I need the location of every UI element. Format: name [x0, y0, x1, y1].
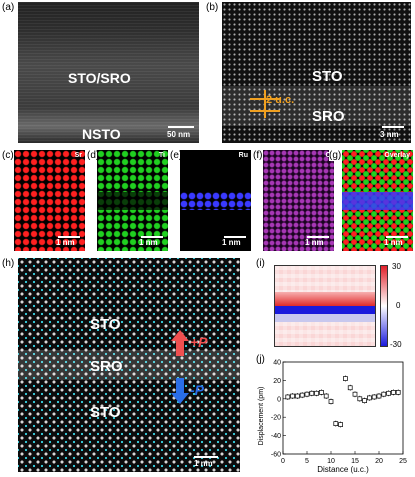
data-point	[285, 394, 291, 400]
up-arrow-icon	[171, 330, 189, 356]
panel-h-scale-text: 1 nm	[194, 459, 213, 468]
data-point	[386, 390, 391, 396]
panel-label-i: (i)	[256, 258, 265, 269]
panel-h-label-sto-top: STO	[90, 316, 121, 333]
data-point	[304, 391, 310, 397]
data-point	[319, 390, 324, 395]
panel-a-label-sto-sro: STO/SRO	[68, 70, 131, 86]
data-point	[290, 393, 295, 399]
y-tick-label: -20	[271, 415, 281, 422]
panel-d-ti-map: Ti 1 nm	[97, 150, 168, 251]
map-title-overlay: Overlay	[384, 152, 410, 159]
data-point	[381, 391, 387, 397]
panel-d-scale-text: 1 nm	[139, 238, 158, 247]
y-tick-label: 0	[277, 396, 281, 403]
data-point	[371, 394, 377, 400]
chart-frame	[282, 361, 404, 455]
data-point	[295, 393, 300, 399]
x-tick-label: 15	[351, 458, 359, 465]
data-point	[309, 390, 315, 396]
panel-label-a: (a)	[2, 2, 15, 13]
panel-b-label-sto: STO	[312, 68, 343, 85]
panel-label-h: (h)	[2, 258, 15, 269]
panel-label-b: (b)	[206, 2, 219, 13]
map-title-ru: Ru	[238, 152, 248, 159]
x-tick-label: 25	[399, 458, 407, 465]
data-point	[338, 422, 343, 427]
panel-a-scale-text: 50 nm	[167, 130, 191, 139]
panel-i-heatmap	[274, 265, 376, 347]
panel-i-colorbar	[380, 265, 388, 347]
data-point	[357, 396, 363, 402]
panel-a-label-nsto: NSTO	[82, 126, 121, 142]
data-point	[314, 390, 319, 396]
y-tick-label: -60	[271, 452, 281, 459]
panel-h-label-sto-bottom: STO	[90, 404, 121, 421]
data-point	[367, 395, 372, 401]
panel-h-stem-image: STO SRO STO +P -P 1 nm	[18, 258, 240, 472]
panel-label-d: (d)	[87, 150, 100, 161]
down-arrow-icon	[171, 378, 189, 404]
data-point	[323, 393, 329, 399]
panel-h-label-sro: SRO	[90, 358, 123, 375]
panel-f-scale-text: 1 nm	[305, 238, 324, 247]
panel-h-scalebar	[194, 456, 218, 458]
panel-label-c: (c)	[2, 150, 14, 161]
panel-d-scalebar	[141, 236, 163, 238]
panel-e-ru-map: Ru 1 nm	[180, 150, 251, 251]
panel-h-minus-p: -P	[190, 382, 204, 398]
data-point	[347, 385, 353, 391]
x-tick-label: 0	[281, 458, 285, 465]
data-point	[343, 376, 348, 381]
data-point	[395, 390, 401, 395]
panel-e-scalebar	[224, 236, 246, 238]
panel-b-uc-marker	[250, 90, 280, 118]
x-tick-label: 5	[305, 458, 309, 465]
panel-g-overlay-map: Overlay 1 nm	[342, 150, 413, 251]
map-title-o: O	[326, 152, 331, 159]
colorbar-mid: 0	[396, 301, 401, 310]
panel-b-label-sro: SRO	[312, 108, 345, 125]
data-point	[376, 393, 382, 399]
panel-c-scale-text: 1 nm	[56, 238, 75, 247]
panel-c-sr-map: Sr 1 nm	[14, 150, 85, 251]
data-point	[391, 390, 396, 395]
panel-b-uc-label: 2 u.c.	[266, 94, 295, 106]
panel-b-stem-image: STO SRO 2 u.c. 3 nm	[222, 2, 411, 143]
panel-label-j: (j)	[256, 354, 265, 365]
y-tick-label: 20	[273, 378, 281, 385]
panel-label-f: (f)	[253, 150, 263, 161]
panel-a-scalebar	[168, 126, 194, 128]
data-point	[352, 391, 358, 397]
data-point	[362, 398, 367, 403]
panel-g-scalebar	[386, 236, 408, 238]
panel-f-o-map: O 1 nm	[263, 150, 334, 251]
map-title-sr: Sr	[74, 152, 82, 159]
panel-b-scalebar	[382, 126, 404, 128]
data-point	[328, 399, 334, 404]
data-point	[333, 421, 339, 426]
map-title-ti: Ti	[158, 152, 165, 159]
panel-h-plus-p: +P	[190, 334, 208, 350]
x-tick-label: 10	[327, 458, 335, 465]
panel-b-scale-text: 3 nm	[380, 130, 399, 139]
chart-xlabel: Distance (u.c.)	[317, 465, 369, 474]
y-tick-label: 40	[273, 360, 281, 367]
colorbar-min: -30	[390, 340, 402, 349]
colorbar-max: 30	[392, 262, 401, 271]
chart-ylabel: Displacement (pm)	[258, 387, 265, 446]
panel-c-scalebar	[58, 236, 80, 238]
data-point	[299, 392, 305, 398]
panel-a-stem-image: STO/SRO NSTO 50 nm	[18, 2, 199, 143]
panel-e-scale-text: 1 nm	[222, 238, 241, 247]
y-tick-label: -40	[271, 433, 281, 440]
panel-f-scalebar	[307, 236, 329, 238]
panel-label-e: (e)	[170, 150, 183, 161]
panel-label-g: (g)	[329, 150, 342, 161]
panel-g-scale-text: 1 nm	[384, 238, 403, 247]
x-tick-label: 20	[375, 458, 383, 465]
